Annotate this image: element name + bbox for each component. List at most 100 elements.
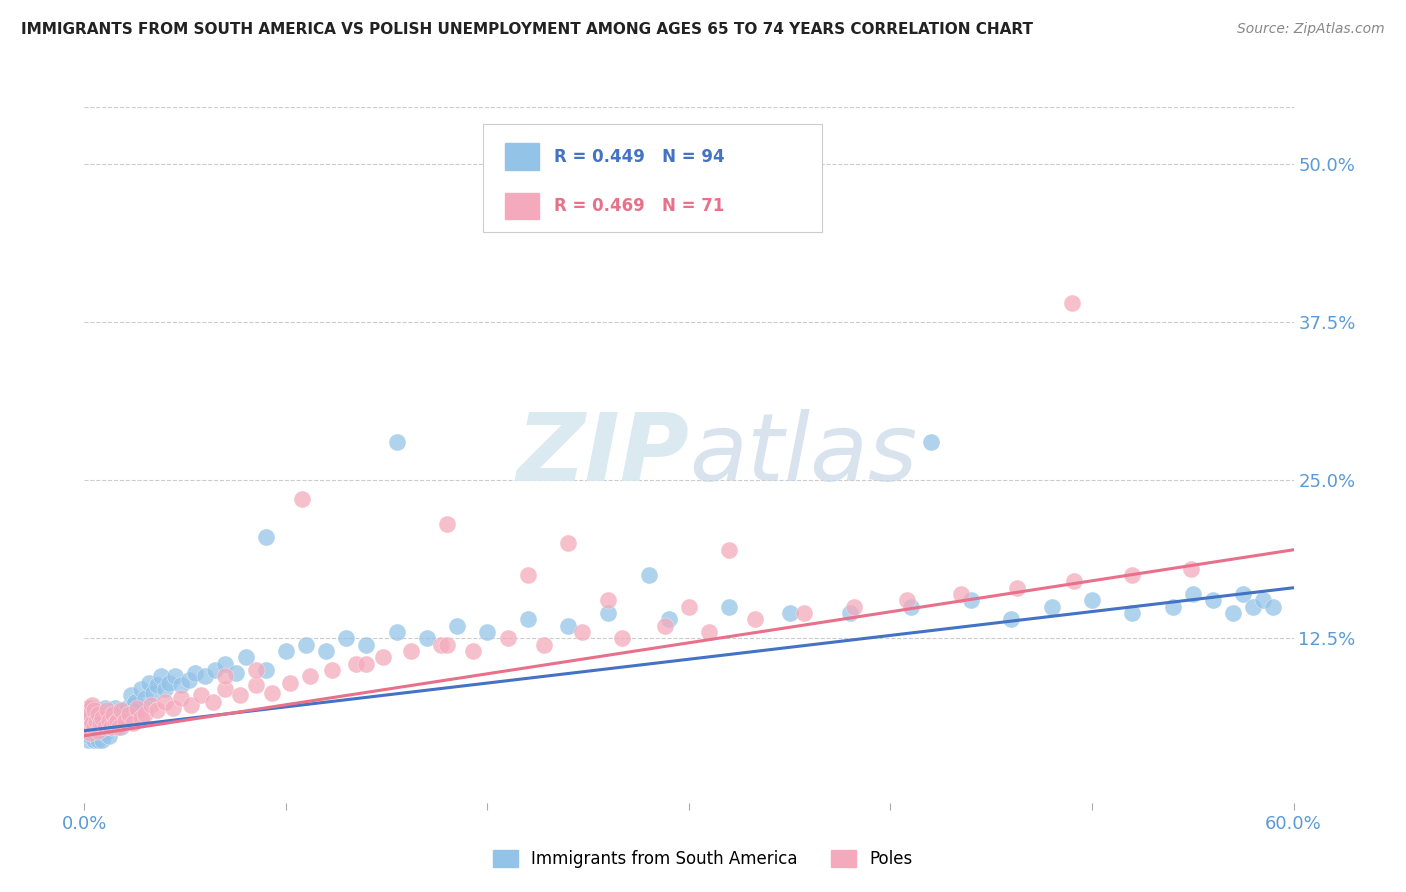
Point	[87, 707, 110, 722]
Point	[477, 625, 499, 640]
Point	[86, 716, 108, 731]
Point	[79, 716, 101, 731]
Point	[496, 632, 519, 646]
Point	[214, 669, 236, 683]
Point	[77, 720, 100, 734]
Point	[89, 716, 111, 731]
Point	[1241, 599, 1264, 614]
Point	[100, 720, 122, 734]
Point	[87, 703, 110, 717]
Point	[91, 732, 114, 747]
Point	[77, 701, 100, 715]
Point	[170, 678, 193, 692]
Point	[82, 701, 104, 715]
Point	[79, 726, 101, 740]
Point	[960, 593, 983, 607]
Point	[920, 435, 942, 450]
Point	[96, 720, 118, 734]
Point	[115, 701, 138, 715]
Point	[104, 716, 127, 731]
Point	[110, 703, 132, 717]
Point	[1060, 296, 1083, 310]
Point	[97, 714, 120, 728]
Point	[1202, 593, 1225, 607]
Point	[299, 669, 322, 683]
Point	[612, 632, 634, 646]
Point	[254, 663, 277, 677]
Point	[678, 599, 700, 614]
Point	[89, 714, 111, 728]
Point	[744, 612, 766, 626]
Point	[1121, 568, 1143, 582]
Point	[446, 618, 468, 632]
Point	[416, 632, 439, 646]
Point	[83, 720, 105, 734]
Point	[371, 650, 394, 665]
Point	[120, 688, 142, 702]
Point	[105, 714, 128, 728]
Point	[356, 638, 378, 652]
Bar	[505, 144, 538, 169]
Text: R = 0.469   N = 71: R = 0.469 N = 71	[554, 197, 724, 215]
Point	[654, 618, 676, 632]
Point	[129, 681, 152, 696]
Point	[436, 517, 458, 532]
Text: Source: ZipAtlas.com: Source: ZipAtlas.com	[1237, 22, 1385, 37]
FancyBboxPatch shape	[484, 124, 823, 232]
Point	[134, 707, 156, 722]
Point	[82, 726, 104, 740]
Point	[107, 720, 129, 734]
Point	[146, 703, 169, 717]
Point	[125, 701, 148, 715]
Point	[180, 698, 202, 713]
Point	[153, 695, 176, 709]
Point	[118, 707, 141, 722]
Point	[82, 714, 104, 728]
Point	[235, 650, 257, 665]
Point	[385, 625, 408, 640]
Point	[658, 612, 681, 626]
Point	[86, 714, 108, 728]
Point	[1040, 599, 1063, 614]
Point	[202, 695, 225, 709]
Point	[430, 638, 453, 652]
Point	[83, 707, 105, 722]
Point	[104, 720, 127, 734]
Legend: Immigrants from South America, Poles: Immigrants from South America, Poles	[486, 843, 920, 875]
Point	[278, 675, 301, 690]
Point	[900, 599, 922, 614]
Point	[516, 612, 538, 626]
Point	[79, 729, 101, 743]
Point	[118, 707, 141, 722]
Point	[125, 703, 148, 717]
Point	[153, 681, 176, 696]
Point	[1181, 587, 1204, 601]
Bar	[505, 193, 538, 219]
Point	[142, 686, 165, 700]
Point	[1063, 574, 1085, 589]
Point	[114, 714, 136, 728]
Point	[335, 632, 357, 646]
Point	[77, 720, 100, 734]
Point	[1263, 599, 1285, 614]
Point	[170, 690, 193, 705]
Point	[436, 638, 458, 652]
Point	[557, 536, 579, 550]
Point	[214, 657, 236, 671]
Point	[75, 714, 97, 728]
Point	[399, 644, 422, 658]
Point	[295, 638, 318, 652]
Point	[571, 625, 593, 640]
Point	[896, 593, 918, 607]
Point	[321, 663, 343, 677]
Point	[190, 688, 212, 702]
Point	[245, 663, 267, 677]
Point	[228, 688, 250, 702]
Point	[194, 669, 217, 683]
Point	[89, 726, 111, 740]
Point	[83, 720, 105, 734]
Point	[149, 669, 172, 683]
Point	[96, 707, 118, 722]
Point	[77, 707, 100, 722]
Point	[93, 720, 115, 734]
